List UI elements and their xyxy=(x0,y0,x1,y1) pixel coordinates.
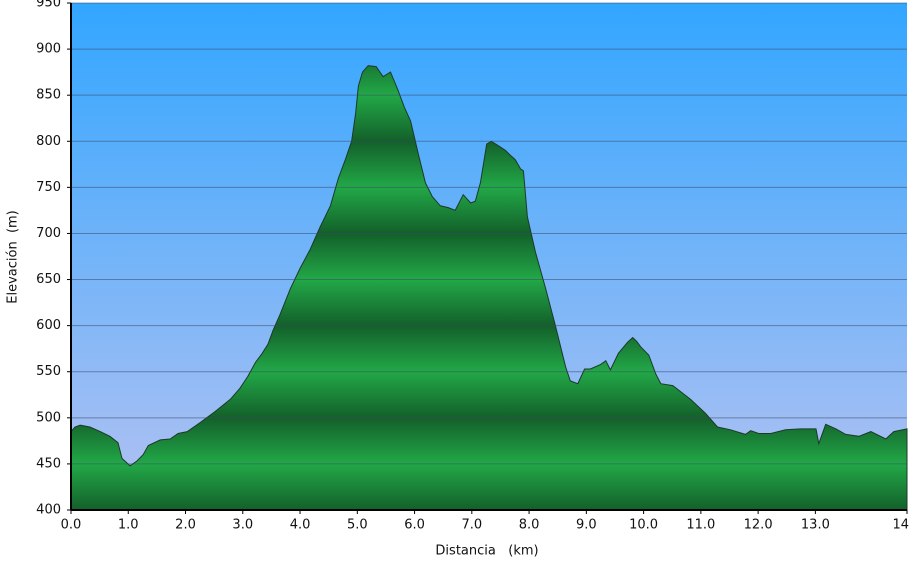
y-tick-label: 950 xyxy=(36,0,61,11)
y-tick-label: 550 xyxy=(36,364,61,379)
x-tick-label: 12.0 xyxy=(744,518,773,533)
x-tick-label: 2.0 xyxy=(175,518,196,533)
y-tick-label: 750 xyxy=(36,180,61,195)
x-tick-label: 5.0 xyxy=(347,518,368,533)
y-tick-label: 850 xyxy=(36,88,61,103)
y-tick-label: 450 xyxy=(36,456,61,471)
y-tick-label: 800 xyxy=(36,134,61,149)
x-tick-label: 9.0 xyxy=(576,518,597,533)
y-tick-label: 700 xyxy=(36,226,61,241)
x-tick-label: 13.0 xyxy=(801,518,830,533)
x-axis-title: Distancia (km) xyxy=(435,544,538,559)
x-tick-label: 4.0 xyxy=(290,518,311,533)
elevation-area xyxy=(70,65,908,511)
x-tick-label: 1.0 xyxy=(118,518,139,533)
y-tick-label: 400 xyxy=(36,503,61,518)
y-tick-label: 650 xyxy=(36,272,61,287)
x-tick-label: 8.0 xyxy=(519,518,540,533)
x-tick-label: 7.0 xyxy=(461,518,482,533)
y-tick-label: 600 xyxy=(36,318,61,333)
x-tick-label: 0.0 xyxy=(61,518,82,533)
x-tick-label: 10.0 xyxy=(629,518,658,533)
x-tick-label: 14.6 xyxy=(893,518,910,533)
y-tick-label: 500 xyxy=(36,410,61,425)
x-tick-label: 11.0 xyxy=(686,518,715,533)
y-tick-label: 900 xyxy=(36,42,61,57)
y-axis-title: Elevación (m) xyxy=(6,210,21,304)
x-tick-label: 3.0 xyxy=(232,518,253,533)
x-tick-label: 6.0 xyxy=(404,518,425,533)
